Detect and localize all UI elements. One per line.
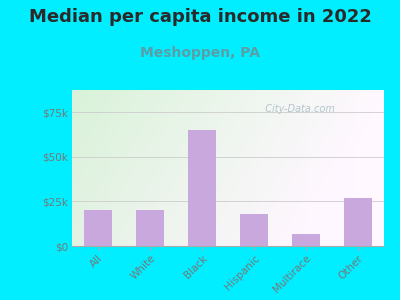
Bar (292, 233, 320, 246)
Bar (84, 210, 112, 246)
Bar (136, 210, 164, 246)
Bar (240, 214, 268, 246)
Text: Meshoppen, PA: Meshoppen, PA (140, 46, 260, 61)
Text: City-Data.com: City-Data.com (259, 104, 335, 114)
Bar (344, 198, 372, 246)
Bar (188, 130, 216, 246)
Text: Median per capita income in 2022: Median per capita income in 2022 (28, 8, 372, 26)
